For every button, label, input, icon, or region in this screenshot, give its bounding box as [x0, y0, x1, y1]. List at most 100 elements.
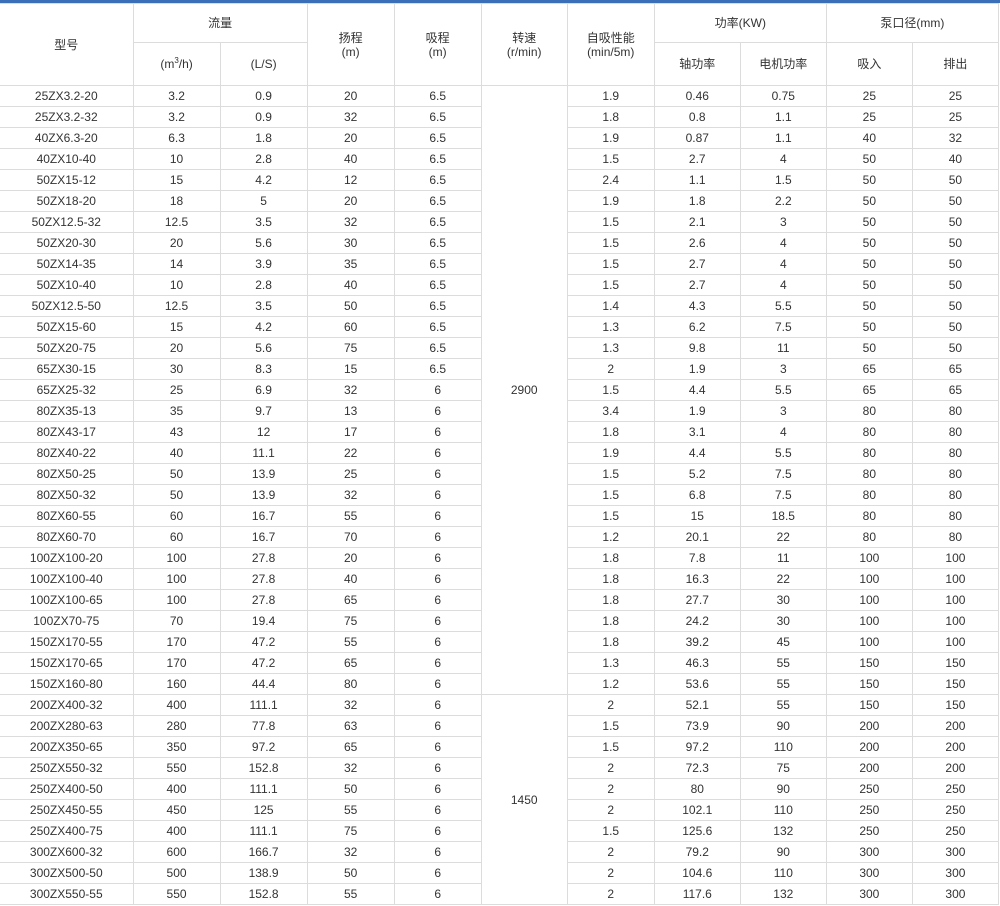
cell-flow-ls: 4.2 — [219, 316, 308, 338]
cell-flow-m3h: 15 — [132, 316, 221, 338]
cell-model: 50ZX15-12 — [0, 169, 134, 191]
cell-model: 250ZX400-75 — [0, 820, 134, 842]
header-flow-m3h: (m3/h) — [133, 42, 221, 86]
cell-inlet: 50 — [825, 253, 913, 275]
cell-outlet: 100 — [911, 547, 1000, 569]
table-row: 80ZX40-22 40 11.1 22 6 1.9 4.4 5.5 80 80 — [0, 442, 1000, 464]
cell-motor-power: 3 — [739, 400, 827, 422]
cell-flow-ls: 2.8 — [219, 274, 308, 296]
table-row: 300ZX550-55 550 152.8 55 6 2 117.6 132 300 300 — [0, 883, 1000, 905]
cell-motor-power: 11 — [739, 547, 827, 569]
cell-shaft-power: 27.7 — [653, 589, 741, 611]
cell-outlet: 200 — [911, 715, 1000, 737]
cell-flow-m3h: 280 — [132, 715, 221, 737]
table-row: 40ZX6.3-20 6.3 1.8 20 6.5 1.9 0.87 1.1 40 32 — [0, 127, 1000, 149]
cell-motor-power: 30 — [739, 610, 827, 632]
cell-model: 50ZX14-35 — [0, 253, 134, 275]
cell-inlet: 300 — [825, 841, 913, 863]
cell-self-priming: 1.5 — [566, 232, 655, 254]
cell-self-priming: 1.5 — [566, 484, 655, 506]
cell-flow-m3h: 18 — [132, 190, 221, 212]
cell-outlet: 50 — [911, 316, 1000, 338]
cell-flow-m3h: 12.5 — [132, 295, 221, 317]
header-flow: 流量 — [132, 3, 308, 43]
cell-suction: 6.5 — [393, 274, 482, 296]
cell-suction: 6 — [393, 463, 482, 485]
cell-suction: 6 — [393, 568, 482, 590]
cell-flow-m3h: 400 — [132, 778, 221, 800]
cell-model: 40ZX6.3-20 — [0, 127, 134, 149]
table-row: 200ZX350-65 350 97.2 65 6 1.5 97.2 110 200 200 — [0, 736, 1000, 758]
cell-motor-power: 22 — [739, 526, 827, 548]
table-row: 80ZX60-55 60 16.7 55 6 1.5 15 18.5 80 80 — [0, 505, 1000, 527]
cell-shaft-power: 104.6 — [653, 862, 741, 884]
cell-motor-power: 55 — [739, 652, 827, 674]
table-row: 80ZX35-13 35 9.7 13 6 3.4 1.9 3 80 80 — [0, 400, 1000, 422]
cell-head: 50 — [306, 862, 395, 884]
cell-flow-ls: 97.2 — [219, 736, 308, 758]
cell-head: 40 — [306, 274, 395, 296]
cell-outlet: 80 — [911, 463, 1000, 485]
cell-suction: 6.5 — [393, 85, 482, 107]
cell-flow-ls: 2.8 — [219, 148, 308, 170]
cell-outlet: 200 — [911, 757, 1000, 779]
cell-suction: 6 — [393, 631, 482, 653]
table-row: 100ZX70-75 70 19.4 75 6 1.8 24.2 30 100 100 — [0, 610, 1000, 632]
cell-inlet: 100 — [825, 568, 913, 590]
cell-flow-m3h: 50 — [132, 463, 221, 485]
cell-speed: 2900 — [480, 85, 568, 695]
cell-outlet: 150 — [911, 694, 1000, 716]
table-row: 250ZX400-50 400 111.1 50 6 2 80 90 250 250 — [0, 778, 1000, 800]
cell-model: 250ZX400-50 — [0, 778, 134, 800]
cell-flow-m3h: 100 — [132, 568, 221, 590]
header-speed: 转速 (r/min) — [480, 3, 568, 86]
cell-outlet: 50 — [911, 232, 1000, 254]
cell-suction: 6 — [393, 442, 482, 464]
cell-suction: 6.5 — [393, 337, 482, 359]
header-port: 泵口径(mm) — [825, 3, 1000, 43]
cell-self-priming: 1.5 — [566, 820, 655, 842]
cell-flow-ls: 3.5 — [219, 211, 308, 233]
cell-inlet: 50 — [825, 232, 913, 254]
cell-model: 150ZX170-55 — [0, 631, 134, 653]
cell-model: 50ZX20-75 — [0, 337, 134, 359]
cell-self-priming: 3.4 — [566, 400, 655, 422]
cell-suction: 6 — [393, 778, 482, 800]
cell-self-priming: 1.5 — [566, 379, 655, 401]
cell-flow-m3h: 3.2 — [132, 106, 221, 128]
cell-model: 100ZX100-40 — [0, 568, 134, 590]
cell-shaft-power: 6.2 — [653, 316, 741, 338]
cell-inlet: 150 — [825, 694, 913, 716]
cell-head: 17 — [306, 421, 395, 443]
cell-flow-m3h: 400 — [132, 820, 221, 842]
cell-shaft-power: 20.1 — [653, 526, 741, 548]
cell-motor-power: 4 — [739, 253, 827, 275]
header-model: 型号 — [0, 3, 134, 86]
cell-shaft-power: 16.3 — [653, 568, 741, 590]
cell-outlet: 65 — [911, 358, 1000, 380]
cell-flow-m3h: 15 — [132, 169, 221, 191]
cell-inlet: 50 — [825, 211, 913, 233]
cell-self-priming: 1.5 — [566, 274, 655, 296]
cell-self-priming: 1.5 — [566, 505, 655, 527]
cell-outlet: 50 — [911, 190, 1000, 212]
table-row: 80ZX50-32 50 13.9 32 6 1.5 6.8 7.5 80 80 — [0, 484, 1000, 506]
cell-self-priming: 2.4 — [566, 169, 655, 191]
cell-suction: 6 — [393, 673, 482, 695]
cell-head: 20 — [306, 127, 395, 149]
cell-flow-m3h: 12.5 — [132, 211, 221, 233]
cell-model: 250ZX550-32 — [0, 757, 134, 779]
cell-suction: 6 — [393, 736, 482, 758]
cell-inlet: 50 — [825, 190, 913, 212]
cell-model: 300ZX500-50 — [0, 862, 134, 884]
cell-shaft-power: 72.3 — [653, 757, 741, 779]
cell-suction: 6 — [393, 883, 482, 905]
header-suction: 吸程 (m) — [393, 3, 482, 86]
cell-suction: 6.5 — [393, 253, 482, 275]
cell-motor-power: 11 — [739, 337, 827, 359]
cell-motor-power: 90 — [739, 715, 827, 737]
table-row: 50ZX15-12 15 4.2 12 6.5 2.4 1.1 1.5 50 50 — [0, 169, 1000, 191]
cell-suction: 6.5 — [393, 316, 482, 338]
header-power: 功率(KW) — [653, 3, 827, 43]
cell-inlet: 65 — [825, 358, 913, 380]
